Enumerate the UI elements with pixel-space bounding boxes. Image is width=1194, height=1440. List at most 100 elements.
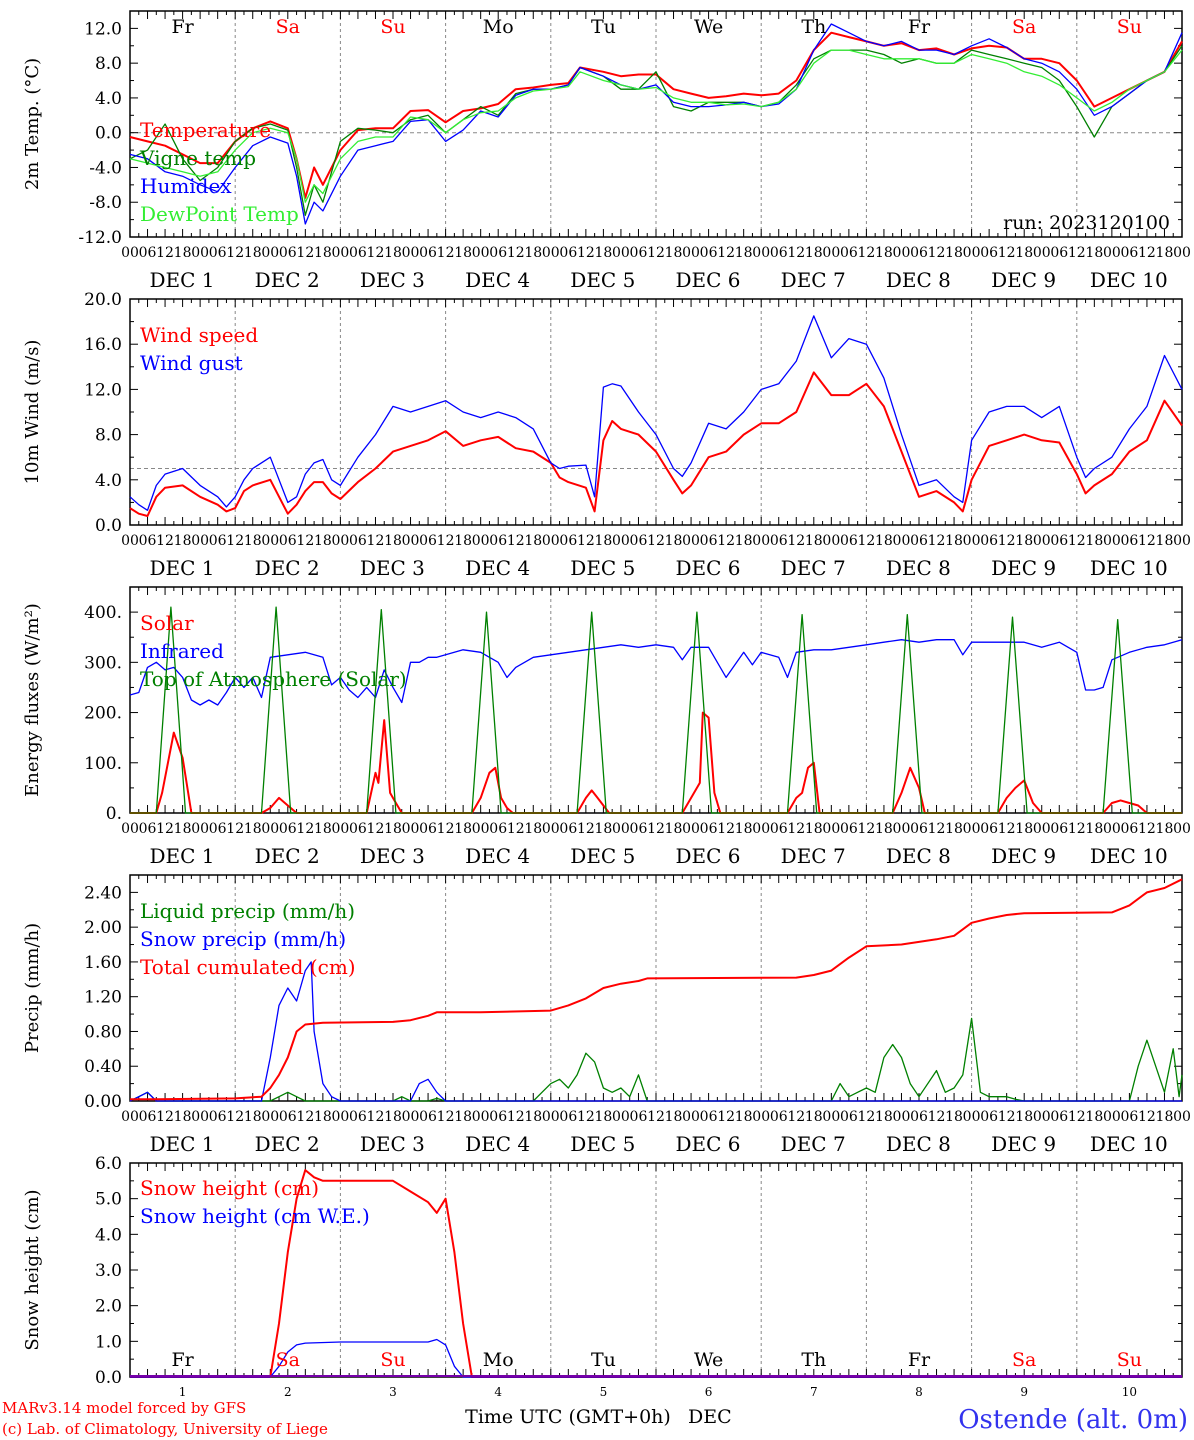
hour-label: 06 (910, 1109, 928, 1125)
day-name: Fr (171, 1349, 194, 1371)
y-tick-label: 1.20 (84, 988, 122, 1008)
hour-label: 18 (805, 1109, 823, 1125)
hour-label: 00 (893, 245, 911, 261)
hour-label: 12 (367, 1109, 385, 1125)
hour-label: 06 (630, 245, 648, 261)
y-tick-label: 2.00 (84, 918, 122, 938)
hour-label: 18 (314, 245, 332, 261)
hour-label: 06 (559, 245, 577, 261)
hour-label: 06 (910, 245, 928, 261)
hour-label: 00 (893, 821, 911, 837)
hour-label: 00 (472, 1109, 490, 1125)
date-label: DEC 6 (675, 268, 740, 292)
hour-label: 12 (296, 821, 314, 837)
legend-item: Snow precip (mm/h) (140, 927, 346, 951)
hour-label: 12 (156, 1109, 174, 1125)
hour-label: 18 (174, 1109, 192, 1125)
hour-label: 06 (279, 245, 297, 261)
date-label: DEC 2 (255, 1132, 320, 1156)
hour-label: 12 (787, 1109, 805, 1125)
hour-label: 00 (191, 821, 209, 837)
hour-label: 12 (507, 533, 525, 549)
hour-label: 00 (752, 1109, 770, 1125)
legend-item: Wind speed (140, 323, 258, 347)
date-label: DEC 1 (149, 844, 214, 868)
hour-label: 06 (419, 245, 437, 261)
hour-label: 12 (717, 821, 735, 837)
hour-label: 00 (472, 821, 490, 837)
hour-label: 06 (910, 821, 928, 837)
hour-label: 12 (1138, 533, 1156, 549)
day-name: Th (801, 16, 826, 38)
hour-label: 12 (296, 1109, 314, 1125)
y-tick-label: 4.0 (95, 89, 122, 109)
hour-label: 12 (928, 245, 946, 261)
hour-label: 18 (244, 821, 262, 837)
y-tick-label: 12.0 (84, 380, 122, 400)
legend-item: Total cumulated (cm) (140, 955, 356, 979)
hour-label: 18 (945, 821, 963, 837)
day-number: 5 (600, 1385, 608, 1399)
day-name: Mo (483, 1349, 514, 1371)
hour-label: 00 (612, 533, 630, 549)
y-axis-title: Snow height (cm) (22, 1189, 43, 1350)
date-label: DEC 7 (781, 556, 846, 580)
hour-label: 06 (209, 533, 227, 549)
day-number: 4 (494, 1385, 502, 1399)
hour-label: 00 (752, 533, 770, 549)
hour-label: 18 (735, 533, 753, 549)
hour-label: 06 (419, 1109, 437, 1125)
date-label: DEC 9 (991, 268, 1056, 292)
date-label: DEC 2 (255, 556, 320, 580)
hour-label: 18 (1156, 1109, 1174, 1125)
panel-5: 0.0 1.0 2.0 3.0 4.0 5.0 6.0 Snow height (cm) Sno… (22, 1154, 1183, 1399)
date-label: DEC 3 (360, 556, 425, 580)
hour-label: 18 (665, 533, 683, 549)
day-number: 7 (810, 1385, 818, 1399)
legend-item: Temperature (140, 118, 271, 142)
hour-label: 18 (805, 245, 823, 261)
date-label: DEC 3 (360, 1132, 425, 1156)
hour-label: 00 (682, 245, 700, 261)
date-label: DEC 4 (465, 1132, 530, 1156)
hour-label: 00 (893, 1109, 911, 1125)
hour-label: 12 (647, 821, 665, 837)
hour-label: 18 (805, 533, 823, 549)
hour-label: 18 (384, 821, 402, 837)
series-line-wind-speed (129, 371, 1183, 517)
y-tick-label: 300. (84, 653, 122, 673)
hour-label: 00 (612, 245, 630, 261)
date-label: DEC 8 (886, 844, 951, 868)
hour-label: 18 (594, 1109, 612, 1125)
hour-label: 18 (454, 533, 472, 549)
hour-label: 18 (945, 245, 963, 261)
hour-label: 06 (489, 245, 507, 261)
hour-label: 18 (945, 533, 963, 549)
hour-label: 18 (524, 821, 542, 837)
date-label: DEC 8 (886, 556, 951, 580)
y-tick-label: -8.0 (89, 193, 122, 213)
y-tick-label: 4.0 (95, 471, 122, 491)
hour-label: 18 (174, 245, 192, 261)
hour-label: 12 (857, 821, 875, 837)
hour-label: 12 (998, 533, 1016, 549)
hour-label: 00 (402, 245, 420, 261)
hour-label: 12 (507, 1109, 525, 1125)
series-line-snow-height-cm-w-e- (130, 1338, 1182, 1378)
hour-label: 18 (314, 821, 332, 837)
day-name: Fr (171, 16, 194, 38)
y-tick-label: 5.0 (95, 1190, 122, 1210)
hour-label: 12 (717, 245, 735, 261)
hour-label: 12 (717, 533, 735, 549)
hour-label: 06 (630, 1109, 648, 1125)
hour-label: 06 (349, 1109, 367, 1125)
hour-label: 18 (735, 821, 753, 837)
hour-label: 06 (770, 245, 788, 261)
hour-label: 00 (822, 821, 840, 837)
day-number: 3 (389, 1385, 397, 1399)
hour-label: 12 (437, 1109, 455, 1125)
day-name: Fr (908, 1349, 931, 1371)
hour-label: 06 (1120, 245, 1138, 261)
y-tick-label: 4.0 (95, 1225, 122, 1245)
